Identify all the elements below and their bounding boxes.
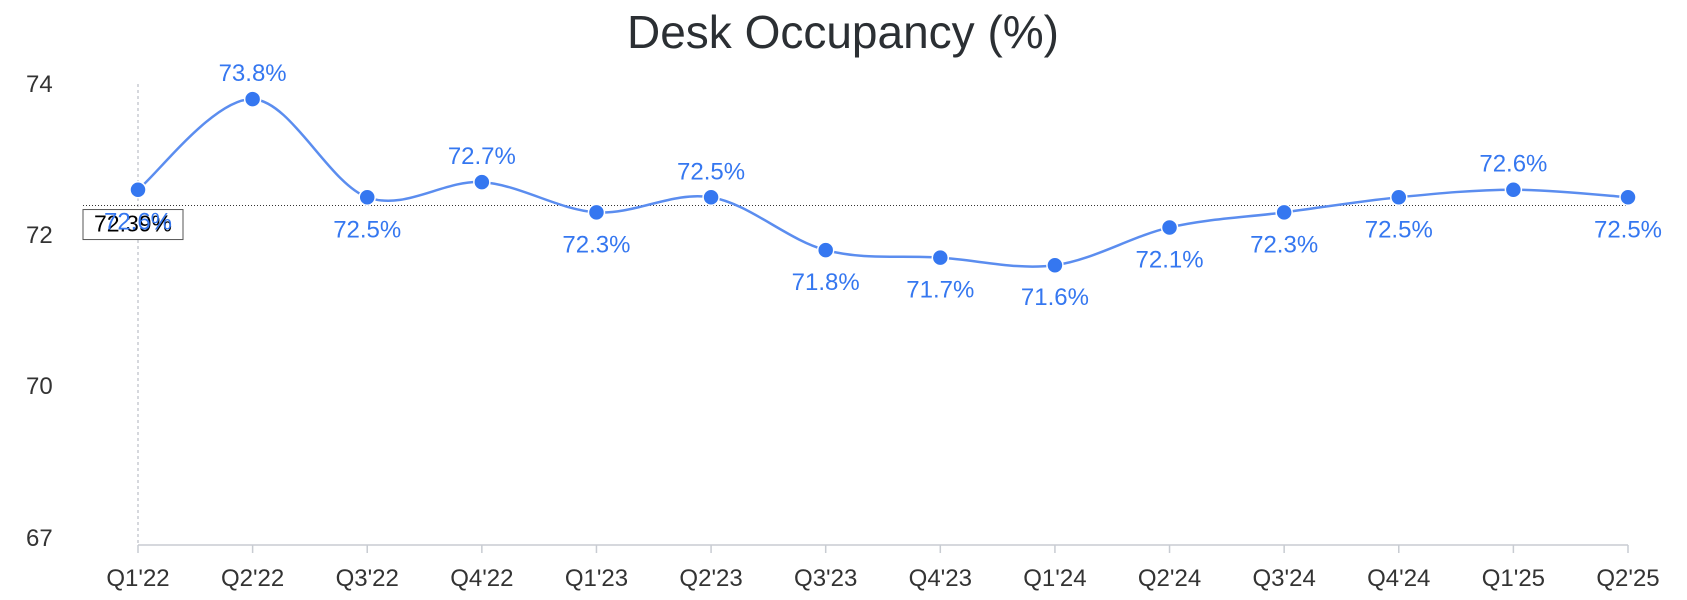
data-point — [1390, 188, 1408, 206]
data-label: 71.7% — [906, 277, 974, 304]
data-labels: 72.6% 73.8% 72.5% 72.7% 72.3% 72.5% 71.8% 71.7%… — [104, 60, 1662, 311]
y-tick-label: 67 — [26, 525, 53, 552]
x-axis: Q1'22 Q2'22 Q3'22 Q4'22 Q1'23 Q2'23 Q3'23 Q4'23… — [106, 544, 1660, 592]
data-label: 72.6% — [1479, 151, 1547, 178]
x-tick-label: Q1'24 — [1023, 565, 1086, 592]
data-point — [358, 188, 376, 206]
x-tick-label: Q4'23 — [909, 565, 972, 592]
y-axis: 74 72 70 67 — [26, 71, 139, 552]
x-tick-label: Q3'23 — [794, 565, 857, 592]
data-point — [1046, 256, 1064, 274]
x-tick-label: Q2'22 — [221, 565, 284, 592]
data-point — [587, 203, 606, 222]
x-tick-label: Q1'23 — [565, 565, 628, 592]
x-tick-label: Q1'22 — [106, 565, 169, 592]
data-point — [243, 90, 262, 108]
x-tick-label: Q4'22 — [450, 565, 513, 592]
data-label: 72.5% — [1365, 216, 1433, 243]
data-point — [473, 173, 491, 191]
average-label-box — [82, 209, 184, 241]
x-tick-label: Q3'22 — [336, 565, 399, 592]
data-label: 72.1% — [1136, 246, 1204, 273]
data-label: 72.5% — [333, 216, 401, 243]
y-tick-label: 74 — [26, 71, 53, 98]
data-label: 72.5% — [677, 158, 745, 185]
data-point — [129, 180, 147, 199]
data-label: 72.7% — [448, 143, 516, 170]
data-point — [1619, 188, 1637, 206]
data-label: 72.5% — [1594, 216, 1662, 243]
data-label: 72.6% — [104, 209, 172, 236]
x-tick-label: Q3'24 — [1253, 565, 1316, 592]
chart-title: Desk Occupancy (%) — [627, 6, 1059, 58]
data-label: 73.8% — [219, 60, 287, 87]
x-tick-label: Q1'25 — [1482, 565, 1545, 592]
x-tick-label: Q2'24 — [1138, 565, 1201, 592]
data-label: 71.8% — [792, 269, 860, 296]
data-label: 72.3% — [1250, 231, 1318, 258]
x-tick-label: Q2'23 — [679, 565, 742, 592]
data-point — [931, 248, 950, 267]
data-label: 71.6% — [1021, 284, 1089, 311]
data-point — [1504, 180, 1523, 199]
x-tick-label: Q2'25 — [1596, 565, 1659, 592]
data-point — [816, 241, 835, 259]
data-point — [1275, 203, 1293, 222]
data-label: 72.3% — [562, 231, 630, 258]
y-tick-label: 72 — [26, 222, 53, 249]
x-tick-label: Q4'24 — [1367, 565, 1430, 592]
y-tick-label: 70 — [26, 373, 53, 400]
data-points — [129, 90, 1637, 274]
average-reference: 72.39% — [82, 205, 1628, 241]
data-point — [1160, 218, 1179, 237]
average-label: 72.39% — [94, 211, 172, 237]
data-point — [702, 188, 720, 206]
